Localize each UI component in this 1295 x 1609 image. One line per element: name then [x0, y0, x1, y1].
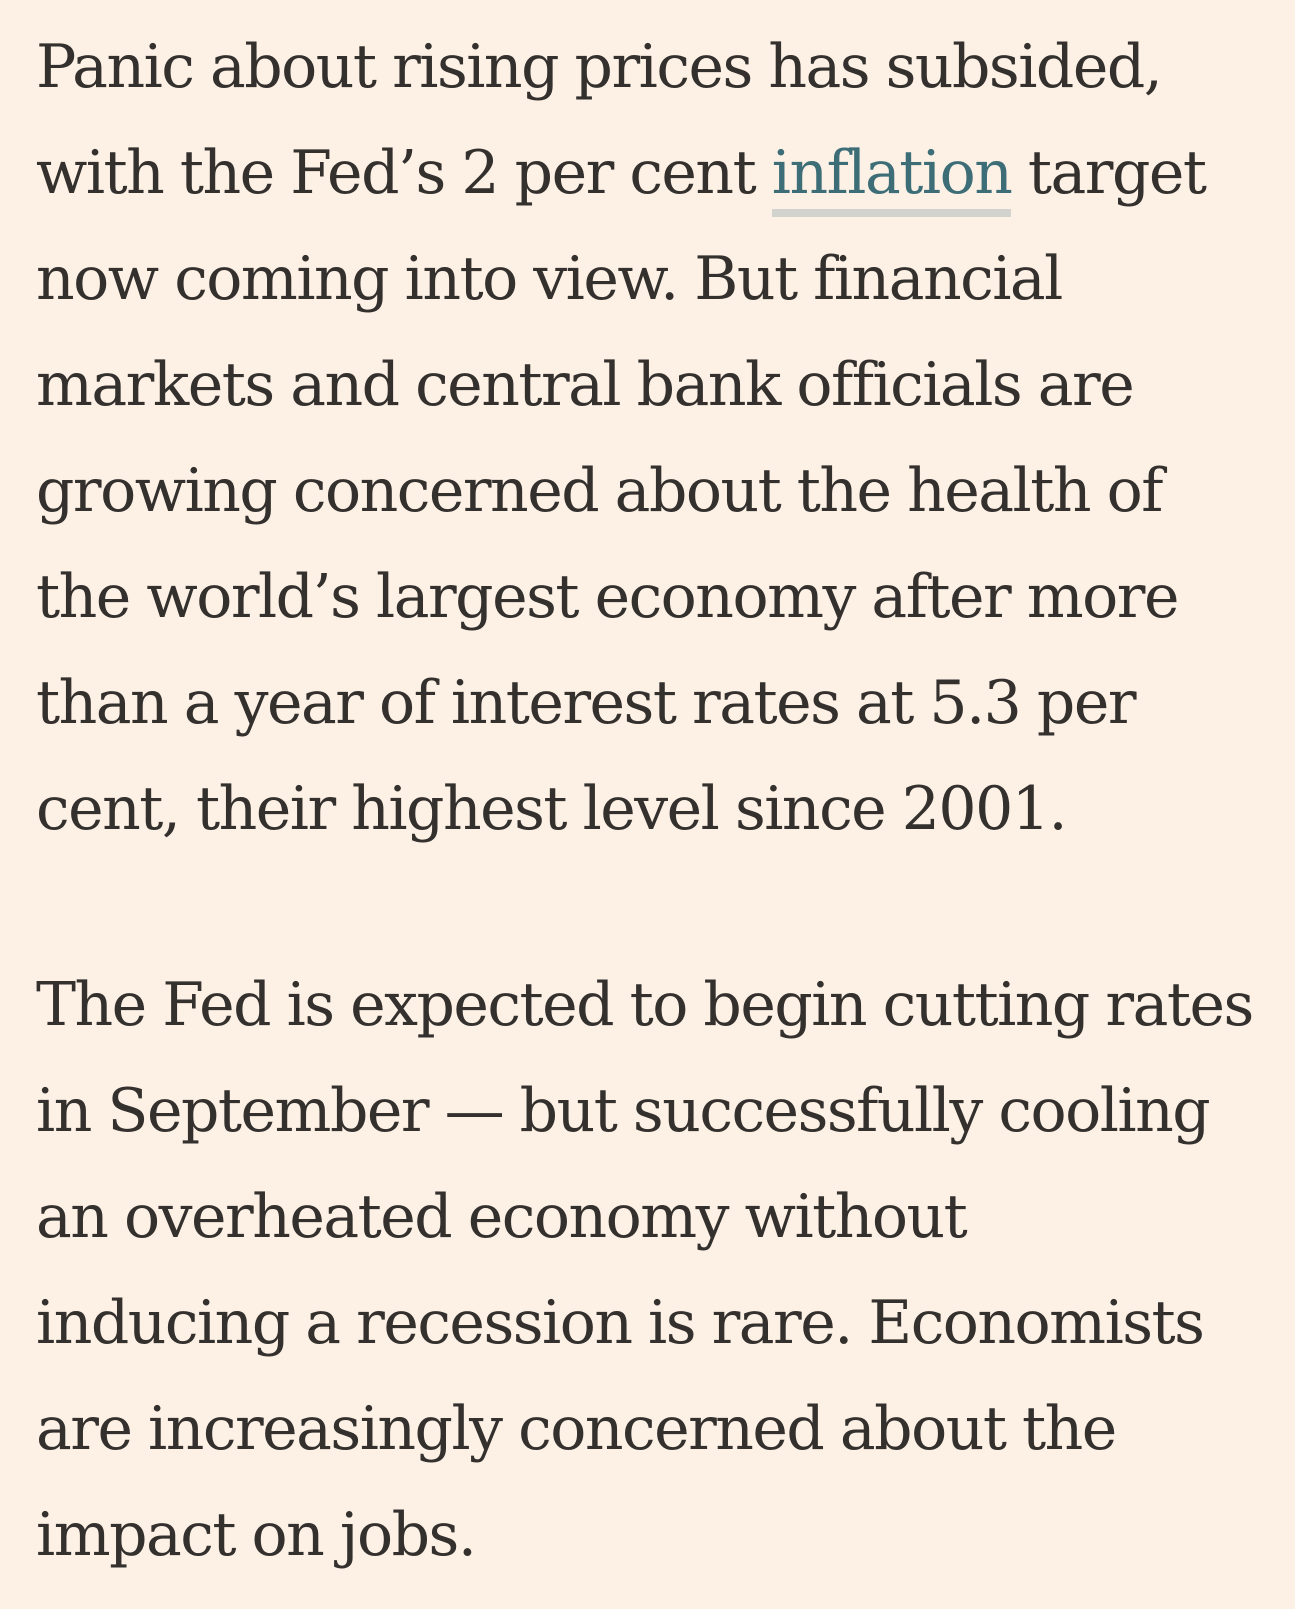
paragraph-1-line-4: markets and central bank officials are [36, 350, 1135, 420]
paragraph-2-line-4: inducing a recession is rare. Economists [36, 1288, 1205, 1358]
paragraph-1-line-7: than a year of interest rates at 5.3 per [36, 668, 1137, 738]
paragraph-1-line-3: now coming into view. But financial [36, 244, 1063, 314]
paragraph-1-line-8: cent, their highest level since 2001. [36, 774, 1068, 844]
article-body: Panic about rising prices has subsided, … [36, 0, 1281, 1588]
paragraph-2-line-2: in September — but successfully cooling [36, 1076, 1211, 1146]
paragraph-1-line-5: growing concerned about the health of [36, 456, 1163, 526]
paragraph-2-line-3: an overheated economy without [36, 1182, 968, 1252]
paragraph-2: The Fed is expected to begin cutting rat… [36, 952, 1281, 1588]
paragraph-1-line-6: the world’s largest economy after more [36, 562, 1179, 632]
inflation-link[interactable]: inflation [771, 138, 1013, 217]
paragraph-2-line-1: The Fed is expected to begin cutting rat… [36, 970, 1254, 1040]
paragraph-1: Panic about rising prices has subsided, … [36, 0, 1281, 862]
line-2-text-before-link: with the Fed’s 2 per cent [36, 138, 772, 208]
paragraph-1-line-2: with the Fed’s 2 per cent inflation targ… [36, 120, 1281, 226]
paragraph-2-line-6: impact on jobs. [36, 1500, 477, 1570]
paragraph-1-line-1: Panic about rising prices has subsided, [36, 32, 1163, 102]
line-2-text-after-link: target [1011, 138, 1207, 208]
paragraph-2-line-5: are increasingly concerned about the [36, 1394, 1117, 1464]
